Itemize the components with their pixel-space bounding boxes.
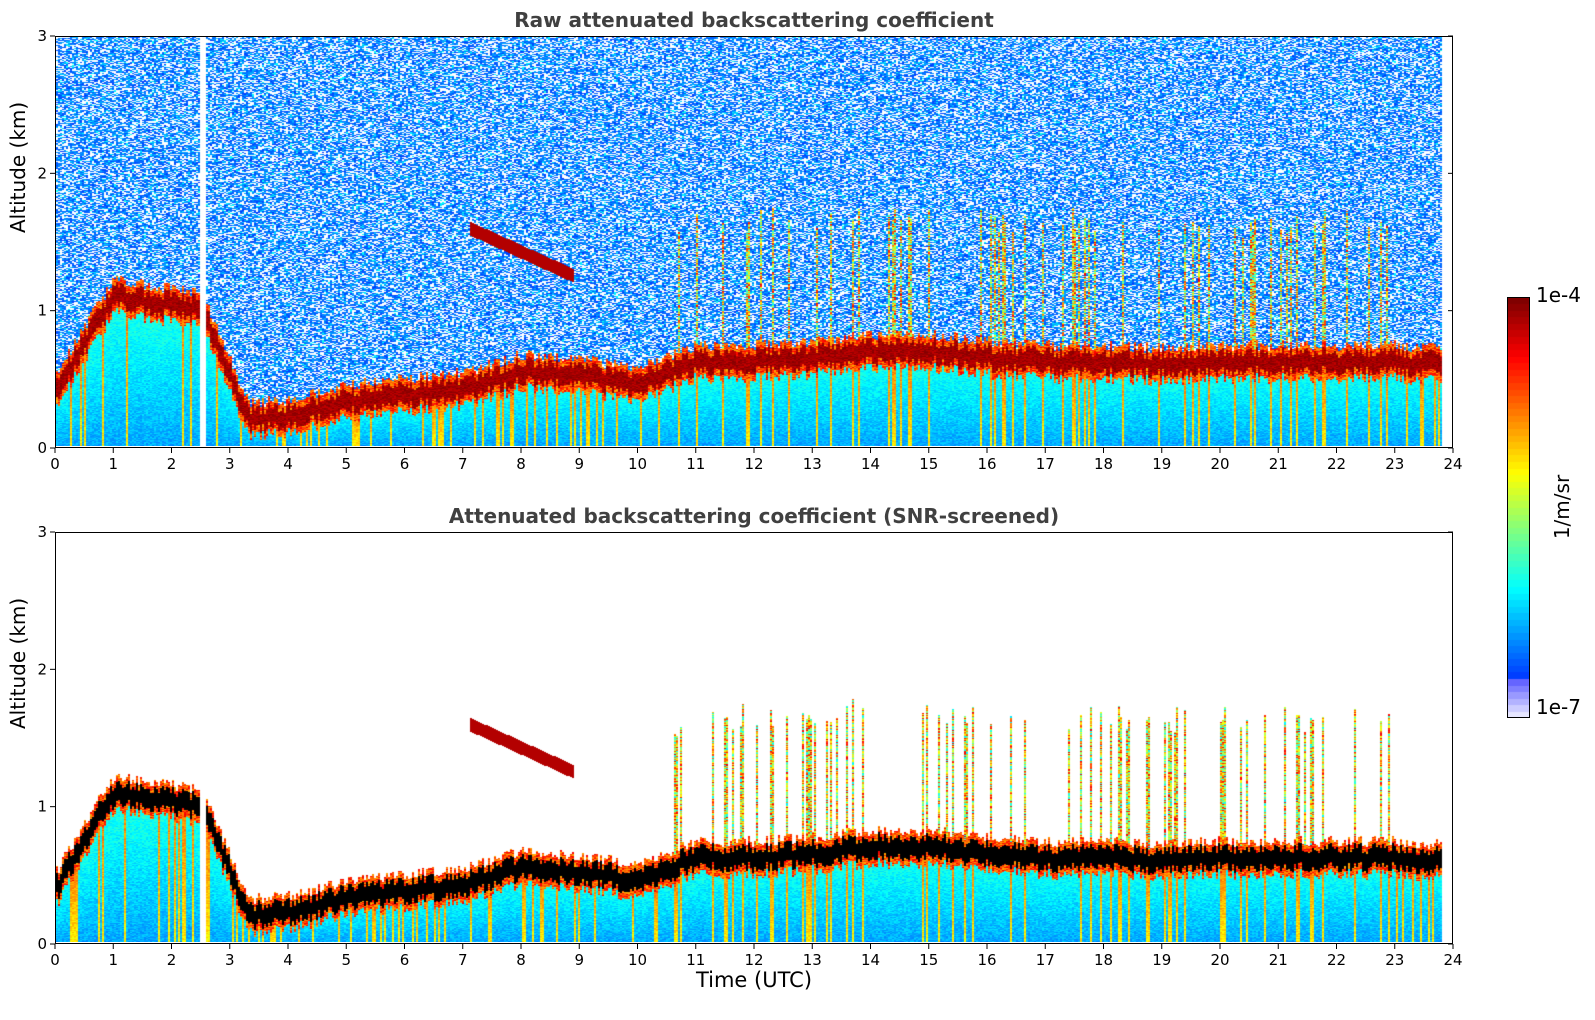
x-tick-label: 18	[1094, 951, 1113, 969]
x-tick-label: 9	[574, 455, 584, 473]
x-tick-label: 13	[803, 455, 822, 473]
top-chart-heatmap	[56, 37, 1451, 446]
colorbar	[1507, 297, 1530, 718]
x-tick-label: 4	[283, 455, 293, 473]
x-tick-label: 8	[516, 455, 526, 473]
x-tick-label: 17	[1036, 455, 1055, 473]
y-tick-label: 1	[37, 302, 47, 320]
x-tick-label: 7	[458, 951, 468, 969]
x-tick-label: 1	[108, 455, 118, 473]
colorbar-min-label: 1e-7	[1536, 695, 1581, 719]
x-tick-label: 4	[283, 951, 293, 969]
bottom-chart-heatmap	[56, 533, 1451, 942]
bottom-chart-plot-area	[55, 532, 1453, 944]
bottom-chart-title: Attenuated backscattering coefficient (S…	[448, 504, 1060, 528]
bottom-chart-xlabel: Time (UTC)	[695, 968, 813, 992]
bottom-chart-ylabel: Altitude (km)	[6, 597, 30, 729]
top-chart-title: Raw attenuated backscattering coefficien…	[514, 8, 994, 32]
x-tick-label: 14	[861, 455, 880, 473]
colorbar-max-label: 1e-4	[1536, 283, 1581, 307]
x-tick-label: 21	[1269, 455, 1288, 473]
x-tick-label: 15	[919, 455, 938, 473]
x-tick-label: 23	[1385, 951, 1404, 969]
x-tick-label: 10	[628, 455, 647, 473]
y-tick-label: 2	[37, 660, 47, 678]
x-tick-label: 13	[803, 951, 822, 969]
x-tick-label: 24	[1443, 455, 1462, 473]
top-chart-plot-area	[55, 36, 1453, 448]
x-tick-label: 15	[919, 951, 938, 969]
y-tick-label: 0	[37, 935, 47, 953]
x-tick-label: 6	[400, 951, 410, 969]
x-tick-label: 14	[861, 951, 880, 969]
x-tick-label: 5	[341, 951, 351, 969]
x-tick-label: 3	[225, 455, 235, 473]
x-tick-label: 10	[628, 951, 647, 969]
x-tick-label: 6	[400, 455, 410, 473]
x-tick-label: 23	[1385, 455, 1404, 473]
x-tick-label: 22	[1327, 455, 1346, 473]
x-tick-label: 20	[1210, 455, 1229, 473]
x-tick-label: 1	[108, 951, 118, 969]
y-tick-label: 3	[37, 27, 47, 45]
x-tick-label: 19	[1152, 951, 1171, 969]
x-tick-label: 18	[1094, 455, 1113, 473]
x-tick-label: 21	[1269, 951, 1288, 969]
x-tick-label: 8	[516, 951, 526, 969]
x-tick-label: 19	[1152, 455, 1171, 473]
x-tick-label: 11	[686, 951, 705, 969]
x-tick-label: 5	[341, 455, 351, 473]
x-tick-label: 0	[50, 455, 60, 473]
x-tick-label: 2	[167, 951, 177, 969]
x-tick-label: 22	[1327, 951, 1346, 969]
y-tick-label: 3	[37, 523, 47, 541]
y-tick-label: 1	[37, 798, 47, 816]
x-tick-label: 20	[1210, 951, 1229, 969]
x-tick-label: 16	[977, 455, 996, 473]
x-tick-label: 24	[1443, 951, 1462, 969]
y-tick-label: 0	[37, 439, 47, 457]
x-tick-label: 16	[977, 951, 996, 969]
x-tick-label: 0	[50, 951, 60, 969]
x-tick-label: 3	[225, 951, 235, 969]
x-tick-label: 11	[686, 455, 705, 473]
colorbar-unit-label: 1/m/sr	[1550, 474, 1575, 540]
colorbar-gradient	[1508, 298, 1529, 717]
x-tick-label: 7	[458, 455, 468, 473]
x-tick-label: 17	[1036, 951, 1055, 969]
x-tick-label: 2	[167, 455, 177, 473]
x-tick-label: 12	[744, 951, 763, 969]
x-tick-label: 12	[744, 455, 763, 473]
y-tick-label: 2	[37, 164, 47, 182]
x-tick-label: 9	[574, 951, 584, 969]
